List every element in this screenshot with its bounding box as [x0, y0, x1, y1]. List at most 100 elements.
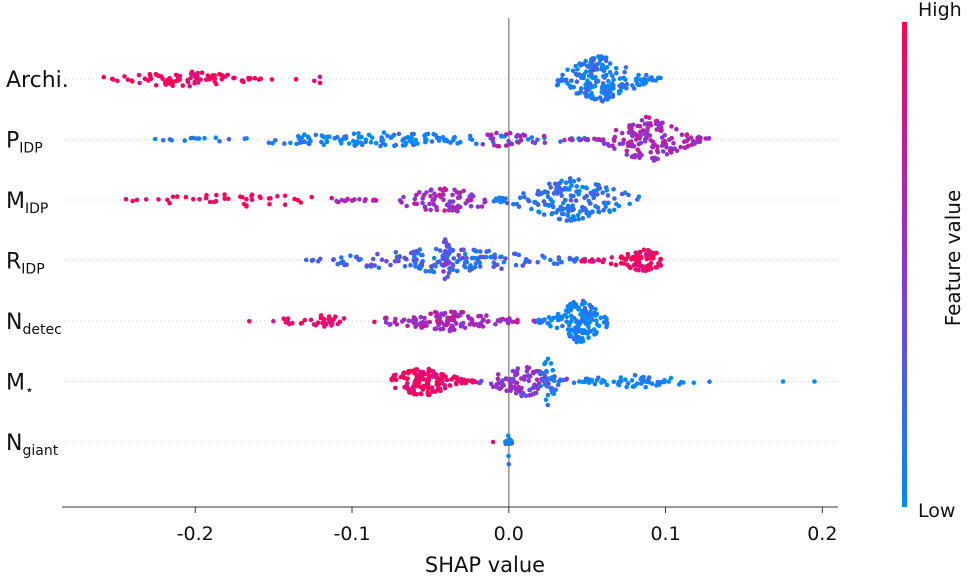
shap-point — [595, 183, 601, 189]
shap-point — [313, 132, 319, 138]
shap-point — [625, 143, 631, 148]
shap-point — [241, 201, 247, 207]
x-axis-label: SHAP value — [425, 553, 545, 577]
shap-point — [526, 378, 532, 384]
shap-point — [441, 239, 447, 245]
shap-point — [633, 153, 638, 158]
shap-point — [571, 179, 577, 184]
shap-point — [574, 184, 579, 189]
shap-point — [472, 264, 478, 270]
shap-point — [322, 324, 327, 329]
shap-point — [266, 140, 272, 146]
shap-point — [593, 306, 598, 312]
shap-point — [439, 372, 444, 377]
shap-point — [397, 198, 403, 203]
shap-point — [484, 313, 489, 318]
shap-point — [423, 133, 428, 138]
shap-point — [592, 381, 598, 387]
shap-point — [153, 72, 159, 77]
shap-point — [471, 322, 477, 328]
shap-point — [640, 268, 646, 273]
shap-point — [455, 258, 461, 264]
shap-point — [618, 260, 624, 266]
shap-point — [625, 381, 631, 386]
shap-point — [551, 261, 557, 266]
shap-point — [435, 318, 440, 324]
shap-point — [222, 192, 227, 197]
shap-point — [547, 181, 552, 187]
shap-point — [558, 139, 563, 144]
shap-point — [550, 367, 556, 373]
shap-point — [420, 369, 426, 375]
shap-point — [130, 198, 135, 204]
shap-point — [393, 250, 399, 255]
shap-point — [207, 199, 213, 205]
shap-point — [187, 83, 192, 89]
shap-point — [609, 255, 615, 260]
shap-point — [644, 253, 649, 258]
shap-point — [467, 322, 473, 327]
shap-point — [538, 383, 543, 389]
shap-point — [623, 377, 628, 382]
shap-point — [532, 319, 538, 325]
shap-point — [545, 194, 551, 199]
shap-point — [449, 327, 454, 333]
shap-point — [617, 141, 623, 147]
shap-point — [441, 269, 446, 274]
shap-point — [366, 132, 372, 138]
shap-point — [662, 138, 667, 144]
shap-point — [494, 382, 500, 387]
shap-point — [282, 193, 288, 199]
shap-point — [143, 197, 149, 202]
shap-point — [180, 83, 186, 88]
shap-point — [393, 385, 398, 391]
shap-point — [320, 320, 325, 326]
shap-point — [512, 384, 517, 390]
shap-point — [635, 262, 641, 268]
shap-point — [457, 378, 462, 384]
shap-point — [671, 140, 676, 146]
shap-point — [401, 194, 406, 200]
shap-point — [660, 120, 665, 126]
shap-point — [586, 324, 591, 330]
shap-point — [535, 260, 540, 265]
shap-point — [209, 75, 215, 80]
shap-point — [632, 383, 638, 388]
shap-point — [402, 255, 407, 261]
shap-point — [477, 321, 483, 327]
shap-point — [485, 132, 490, 137]
shap-point — [619, 82, 625, 87]
shap-point — [412, 196, 418, 202]
shap-point — [451, 256, 457, 261]
shap-point — [611, 77, 616, 82]
shap-point — [413, 264, 418, 269]
shap-point — [684, 138, 689, 144]
shap-point — [431, 269, 437, 275]
shap-point — [546, 376, 551, 381]
shap-point — [402, 384, 407, 390]
shap-point — [565, 213, 571, 218]
shap-point — [623, 65, 629, 70]
shap-point — [432, 389, 438, 395]
shap-point — [312, 78, 317, 84]
shap-point — [170, 194, 176, 200]
shap-point — [183, 194, 189, 200]
shap-point — [479, 204, 485, 209]
shap-point — [454, 321, 459, 326]
shap-point — [424, 190, 429, 195]
shap-point — [437, 186, 443, 192]
shap-point — [586, 73, 592, 78]
shap-point — [571, 214, 576, 219]
shap-point — [358, 256, 363, 262]
shap-point — [588, 210, 594, 215]
shap-point — [661, 379, 667, 385]
shap-point — [409, 135, 414, 140]
shap-point — [575, 319, 581, 325]
shap-point — [525, 137, 531, 142]
shap-point — [441, 197, 446, 202]
shap-point — [549, 211, 554, 217]
shap-point — [414, 321, 420, 327]
shap-point — [405, 135, 411, 140]
shap-point — [557, 186, 563, 191]
x-tick-label: 0.1 — [650, 523, 680, 545]
